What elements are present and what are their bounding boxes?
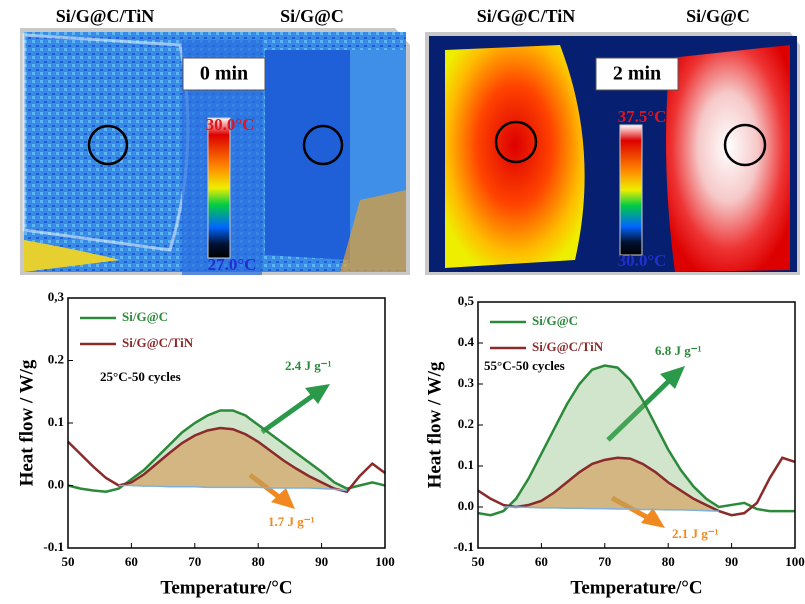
min-temp-label: 30.0°C bbox=[618, 251, 667, 270]
annotation: 6.8 J g⁻¹ bbox=[655, 343, 702, 358]
max-temp-label: 37.5°C bbox=[618, 107, 667, 126]
series-line bbox=[118, 484, 348, 492]
time-label: 0 min bbox=[200, 63, 248, 85]
y-tick-label: 0.1 bbox=[458, 457, 474, 472]
min-temp-label: 27.0°C bbox=[208, 255, 257, 274]
max-temp-label: 30.0°C bbox=[206, 115, 255, 134]
x-tick-label: 90 bbox=[725, 554, 738, 569]
series-line bbox=[477, 364, 795, 517]
annotation: 55°C-50 cycles bbox=[484, 358, 565, 373]
y-tick-label: 0.2 bbox=[48, 351, 64, 366]
series-line bbox=[477, 456, 796, 517]
area-fill bbox=[503, 457, 719, 512]
sample-label: Si/G@C bbox=[686, 6, 750, 26]
sample-label: Si/G@C bbox=[280, 6, 344, 26]
annotation: 25°C-50 cycles bbox=[100, 369, 181, 384]
y-tick-label: 0,5 bbox=[458, 293, 475, 308]
x-tick-label: 50 bbox=[62, 554, 75, 569]
legend-label: Si/G@C bbox=[122, 309, 168, 324]
x-tick-label: 90 bbox=[315, 554, 328, 569]
x-tick-label: 50 bbox=[472, 554, 485, 569]
thermal-image-0min bbox=[20, 28, 410, 275]
x-tick-label: 60 bbox=[125, 554, 138, 569]
y-tick-label: -0.1 bbox=[453, 539, 474, 554]
x-axis-label: Temperature/°C bbox=[160, 577, 292, 598]
sample-label: Si/G@C/TiN bbox=[477, 6, 575, 26]
time-label: 2 min bbox=[613, 63, 661, 85]
x-tick-label: 100 bbox=[375, 554, 395, 569]
legend-label: Si/G@C/TiN bbox=[532, 339, 604, 354]
x-tick-label: 60 bbox=[535, 554, 548, 569]
x-tick-label: 70 bbox=[188, 554, 201, 569]
area-fill bbox=[503, 365, 719, 512]
annotation: 1.7 J g⁻¹ bbox=[268, 514, 315, 529]
x-tick-label: 70 bbox=[598, 554, 611, 569]
y-tick-label: 0.4 bbox=[458, 334, 475, 349]
x-tick-label: 80 bbox=[252, 554, 265, 569]
annotation: 2.1 J g⁻¹ bbox=[672, 526, 719, 541]
annotation: 2.4 J g⁻¹ bbox=[285, 358, 332, 373]
y-tick-label: 0.1 bbox=[48, 414, 64, 429]
x-tick-label: 80 bbox=[662, 554, 675, 569]
series-line bbox=[67, 409, 386, 494]
y-tick-label: 0.3 bbox=[458, 375, 475, 390]
series-line bbox=[503, 506, 719, 512]
y-axis-label: Heat flow / W/g bbox=[16, 359, 37, 486]
x-tick-label: 100 bbox=[785, 554, 805, 569]
area-fill bbox=[118, 428, 347, 492]
chart: 50 60 70 80 90 100 -0.1 0.0 0.1 0.2 0,3 Temperature… bbox=[16, 289, 394, 598]
y-tick-label: -0.1 bbox=[43, 539, 64, 554]
legend-label: Si/G@C bbox=[532, 313, 578, 328]
y-axis-label: Heat flow / W/g bbox=[424, 361, 445, 488]
thermal-image-2min bbox=[425, 32, 800, 275]
sample-label: Si/G@C/TiN bbox=[56, 6, 154, 26]
y-tick-label: 0.2 bbox=[458, 416, 474, 431]
y-tick-label: 0,3 bbox=[48, 289, 65, 304]
y-tick-label: 0.0 bbox=[48, 476, 64, 491]
y-tick-label: 0.0 bbox=[458, 498, 474, 513]
chart: 50 60 70 80 90 100 -0.1 0.0 0.1 0.2 0.3 0.4 0,5 Tempe… bbox=[424, 293, 804, 598]
x-axis-label: Temperature/°C bbox=[570, 577, 702, 598]
legend-label: Si/G@C/TiN bbox=[122, 335, 194, 350]
